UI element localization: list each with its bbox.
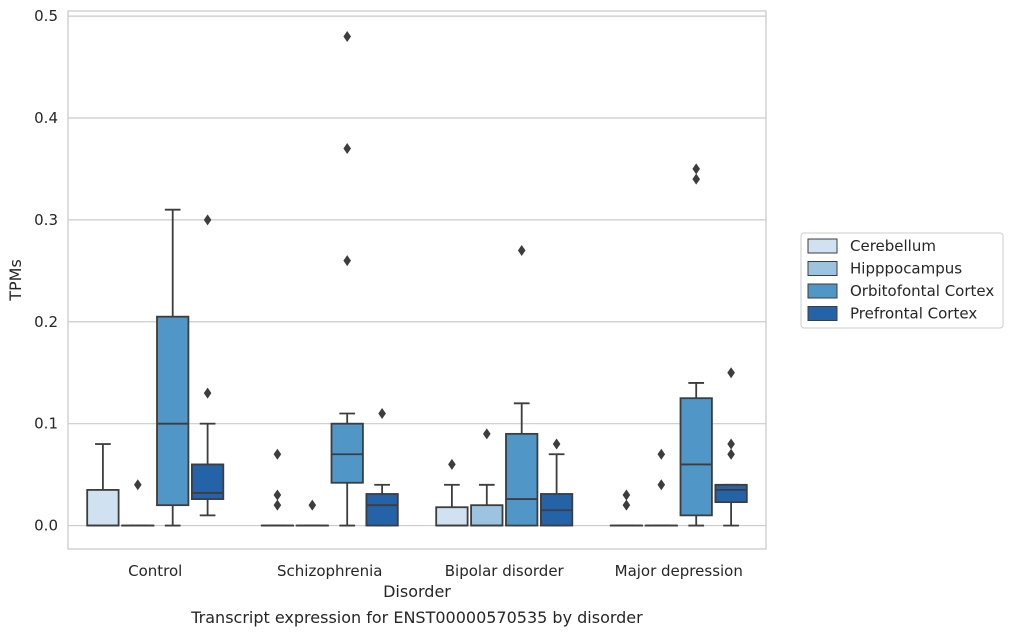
outlier-point — [273, 448, 282, 460]
box-body — [679, 397, 713, 517]
box-body — [156, 315, 190, 507]
legend-label: Orbitofontal Cortex — [850, 282, 994, 300]
legend-swatch — [807, 283, 838, 299]
box-orbitofontal-cortex-3 — [679, 163, 713, 527]
y-tick-label: 0.0 — [34, 517, 58, 535]
outlier-point — [273, 499, 282, 511]
outlier-point — [657, 479, 666, 491]
outlier-point — [483, 428, 491, 440]
box-body — [470, 504, 504, 527]
legend-swatch — [807, 306, 838, 321]
box-body — [330, 422, 364, 484]
outlier-point — [448, 458, 456, 470]
legend-swatch — [807, 261, 838, 276]
y-tick-label: 0.1 — [34, 415, 58, 433]
outlier-point — [203, 214, 212, 226]
legend: Cerebellum Hipppocampus Orbitofontal Corte… — [800, 232, 1004, 329]
outlier-point — [622, 499, 631, 511]
y-tick-label: 0.2 — [34, 313, 58, 331]
y-tick-label: 0.4 — [34, 109, 58, 127]
outlier-point — [727, 438, 735, 450]
box-hipppocampus-2 — [470, 428, 504, 527]
x-tick-label: Bipolar disorder — [445, 562, 565, 580]
box-body — [190, 463, 225, 500]
outlier-point — [308, 499, 317, 511]
box-orbitofontal-cortex-0 — [156, 208, 190, 527]
box-prefrontal-cortex-3 — [714, 367, 748, 527]
legend-frame — [800, 232, 1004, 329]
x-tick-label: Major depression — [615, 562, 743, 580]
outlier-point — [657, 448, 666, 460]
box-body — [435, 506, 469, 527]
box-cerebellum-1 — [260, 448, 295, 527]
y-tick-labels: 0.0 0.1 0.2 0.3 0.4 0.5 — [34, 7, 58, 534]
outlier-point — [203, 387, 212, 399]
outlier-point — [343, 30, 351, 42]
outlier-point — [727, 367, 735, 379]
box-prefrontal-cortex-2 — [539, 438, 574, 527]
x-axis-label: Disorder — [383, 582, 451, 601]
box-body — [365, 493, 399, 527]
outlier-point — [692, 163, 700, 175]
box-hipppocampus-3 — [644, 448, 678, 527]
box-orbitofontal-cortex-1 — [330, 30, 364, 527]
outlier-point — [378, 407, 386, 419]
x-tick-labels: Control Schizophrenia Bipolar disorder Majo… — [128, 562, 743, 580]
outlier-point — [727, 448, 735, 460]
legend-label: Prefrontal Cortex — [850, 305, 977, 323]
outlier-point — [692, 173, 700, 185]
legend-label: Cerebellum — [850, 237, 936, 255]
box-cerebellum-3 — [609, 489, 644, 527]
plot-frame — [67, 10, 767, 550]
x-tick-label: Schizophrenia — [277, 562, 382, 580]
outlier-point — [552, 438, 561, 450]
outlier-point — [273, 489, 282, 501]
box-hipppocampus-0 — [121, 479, 155, 527]
box-series-group — [86, 30, 748, 527]
outlier-point — [343, 143, 351, 155]
y-tick-label: 0.3 — [34, 211, 58, 229]
outlier-point — [622, 489, 631, 501]
box-body — [714, 483, 748, 504]
box-prefrontal-cortex-1 — [365, 407, 399, 527]
x-tick-label: Control — [128, 562, 182, 580]
box-body — [86, 489, 120, 527]
box-orbitofontal-cortex-2 — [505, 244, 539, 527]
outlier-point — [134, 479, 142, 491]
outlier-point — [517, 244, 526, 256]
legend-label: Hipppocampus — [850, 260, 962, 278]
box-prefrontal-cortex-0 — [190, 214, 225, 517]
box-hipppocampus-1 — [295, 499, 329, 527]
y-tick-label: 0.5 — [34, 7, 58, 25]
chart-caption: Transcript expression for ENST0000057053… — [190, 608, 643, 627]
y-axis-label: TPMs — [6, 259, 25, 302]
box-cerebellum-0 — [86, 443, 120, 527]
box-cerebellum-2 — [435, 458, 469, 527]
outlier-point — [343, 255, 351, 267]
legend-swatch — [807, 238, 838, 254]
box-body — [505, 432, 539, 527]
